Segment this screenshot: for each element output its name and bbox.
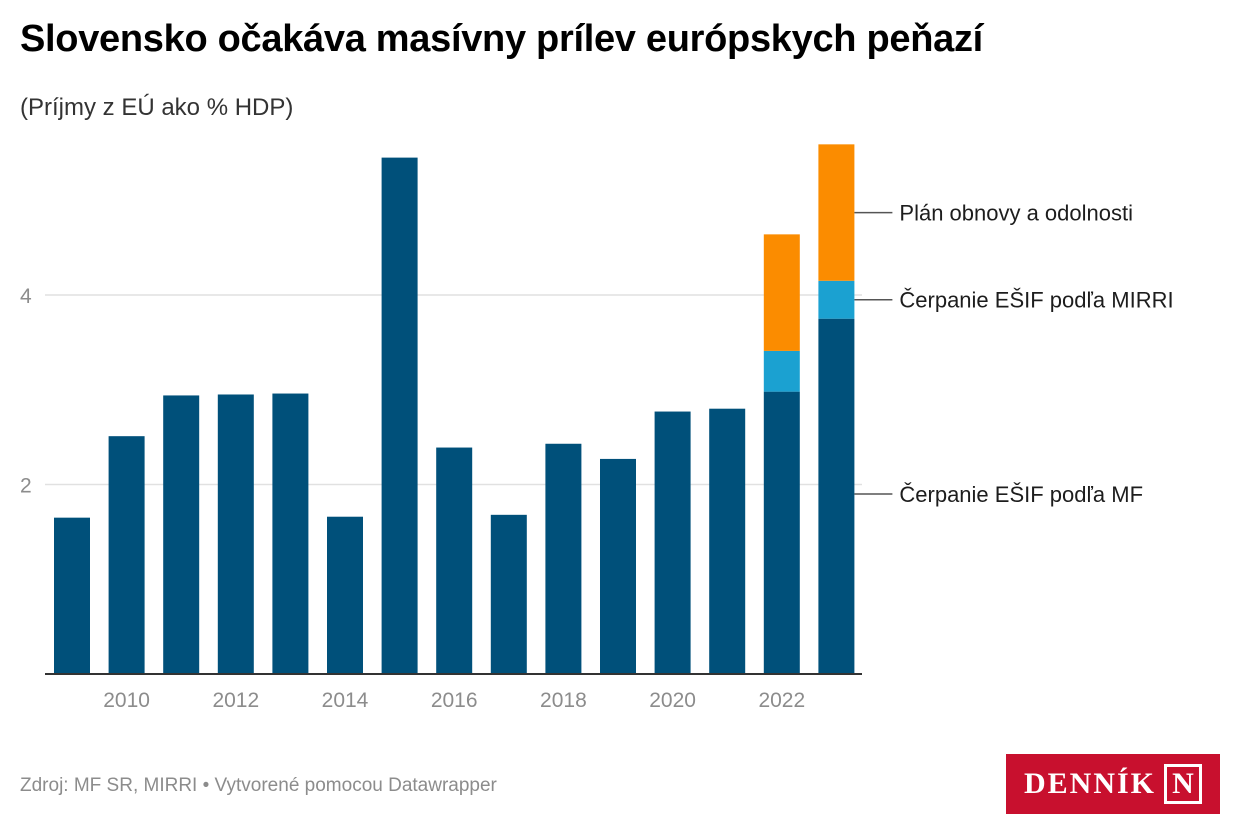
- bar-2017-series-0: [490, 514, 527, 674]
- bar-2022-series-0: [763, 391, 800, 674]
- legend-label: Čerpanie EŠIF podľa MF: [899, 482, 1143, 507]
- y-tick-label: 4: [20, 285, 32, 308]
- bar-2023-series-2: [818, 144, 855, 281]
- bar-2019-series-0: [600, 458, 636, 674]
- bar-2023-series-0: [818, 318, 855, 674]
- x-tick-label: 2018: [540, 689, 587, 712]
- x-tick-label: 2016: [431, 689, 478, 712]
- axes: 2 4 2010 2012 2014 2016 2018 2020 2022: [20, 285, 862, 712]
- logo-text: DENNÍK: [1023, 767, 1156, 800]
- bars: [54, 144, 855, 675]
- legend-label: Čerpanie EŠIF podľa MIRRI: [899, 288, 1173, 313]
- x-tick-label: 2014: [322, 689, 369, 712]
- bar-chart: 2 4 2010 2012 2014 2016 2018 2020 2022 Čerpanie …: [20, 144, 1174, 712]
- x-tick-label: 2010: [103, 689, 150, 712]
- y-tick-label: 2: [20, 475, 32, 498]
- bar-2015-series-0: [381, 157, 418, 675]
- bar-2011-series-0: [163, 395, 200, 674]
- bar-2022-series-2: [763, 234, 800, 351]
- bar-2018-series-0: [545, 443, 582, 674]
- bar-2023-series-1: [818, 280, 855, 319]
- logo-n-icon: N: [1164, 764, 1202, 804]
- dennik-n-logo[interactable]: DENNÍK N: [1006, 754, 1220, 814]
- x-tick-label: 2022: [758, 689, 805, 712]
- x-tick-label: 2020: [649, 689, 696, 712]
- bar-2009-series-0: [54, 517, 90, 674]
- bar-2022-series-1: [763, 350, 800, 392]
- legend: Čerpanie EŠIF podľa MF Čerpanie EŠIF podľ…: [854, 201, 1174, 507]
- bar-2014-series-0: [327, 516, 363, 674]
- bar-2010-series-0: [108, 436, 145, 674]
- legend-label: Plán obnovy a odolnosti: [899, 201, 1133, 226]
- x-tick-label: 2012: [212, 689, 259, 712]
- chart-subtitle: (Príjmy z EÚ ako % HDP): [20, 94, 294, 121]
- bar-2020-series-0: [654, 411, 691, 674]
- source-note: Zdroj: MF SR, MIRRI • Vytvorené pomocou …: [20, 775, 497, 796]
- chart-title: Slovensko očakáva masívny prílev európsk…: [20, 18, 983, 60]
- bar-2016-series-0: [436, 447, 473, 674]
- bar-2021-series-0: [709, 408, 746, 674]
- bar-2013-series-0: [272, 393, 309, 674]
- bar-2012-series-0: [217, 394, 254, 674]
